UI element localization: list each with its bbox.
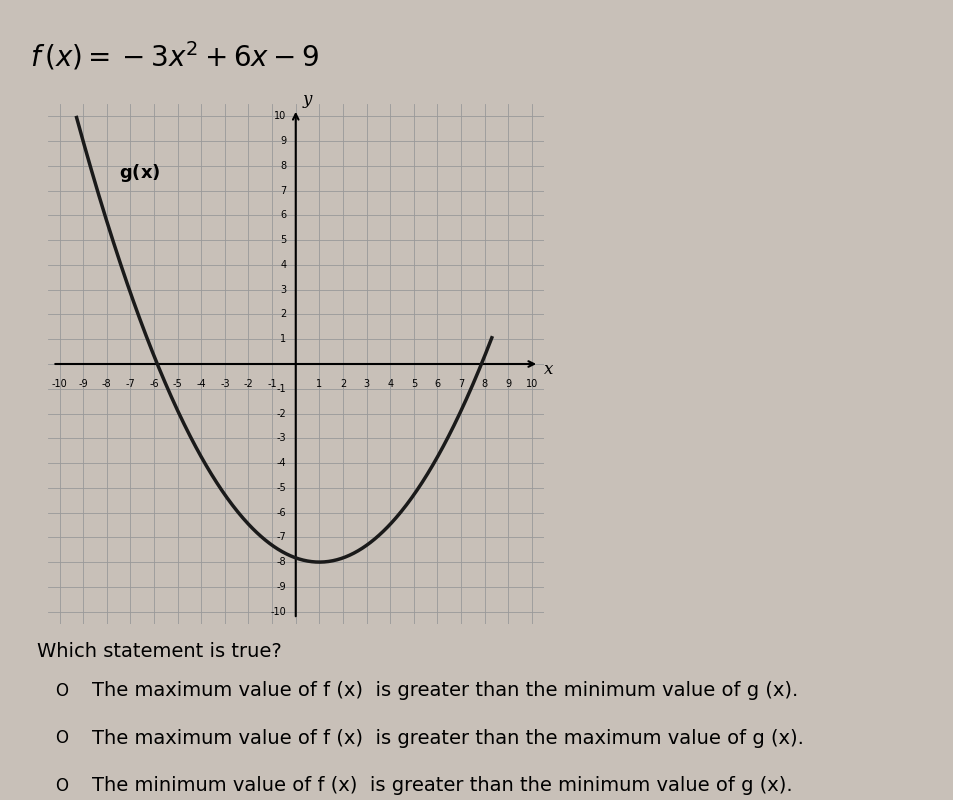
Text: 9: 9	[505, 379, 511, 389]
Text: -5: -5	[276, 483, 286, 493]
Text: 5: 5	[411, 379, 416, 389]
Text: -2: -2	[243, 379, 253, 389]
Text: -3: -3	[220, 379, 230, 389]
Text: 1: 1	[280, 334, 286, 344]
Text: -9: -9	[276, 582, 286, 592]
Text: -4: -4	[276, 458, 286, 468]
Text: -5: -5	[172, 379, 182, 389]
Text: -3: -3	[276, 434, 286, 443]
Text: -6: -6	[149, 379, 158, 389]
Text: 9: 9	[280, 136, 286, 146]
Text: The minimum value of f (x)  is greater than the minimum value of g (x).: The minimum value of f (x) is greater th…	[91, 777, 791, 795]
Text: The maximum value of f (x)  is greater than the minimum value of g (x).: The maximum value of f (x) is greater th…	[91, 682, 797, 700]
Text: -10: -10	[271, 606, 286, 617]
Text: 3: 3	[363, 379, 369, 389]
Text: 4: 4	[280, 260, 286, 270]
Text: -6: -6	[276, 507, 286, 518]
Text: 6: 6	[434, 379, 440, 389]
Text: 1: 1	[316, 379, 322, 389]
Text: O: O	[55, 682, 69, 700]
Text: -8: -8	[102, 379, 112, 389]
Text: 7: 7	[280, 186, 286, 196]
Text: $f\,(x)=-3x^2+6x-9$: $f\,(x)=-3x^2+6x-9$	[30, 39, 318, 73]
Text: 10: 10	[274, 111, 286, 122]
Text: 3: 3	[280, 285, 286, 294]
Text: -7: -7	[126, 379, 135, 389]
Text: O: O	[55, 730, 69, 747]
Text: 2: 2	[280, 310, 286, 319]
Text: O: O	[55, 777, 69, 795]
Text: 7: 7	[457, 379, 464, 389]
Text: -9: -9	[78, 379, 88, 389]
Text: 8: 8	[280, 161, 286, 171]
Text: -8: -8	[276, 557, 286, 567]
Text: 2: 2	[339, 379, 346, 389]
Text: 5: 5	[280, 235, 286, 245]
Text: -4: -4	[196, 379, 206, 389]
Text: -1: -1	[267, 379, 276, 389]
Text: 6: 6	[280, 210, 286, 221]
Text: -2: -2	[276, 409, 286, 418]
Text: -7: -7	[276, 532, 286, 542]
Text: 8: 8	[481, 379, 487, 389]
Text: -10: -10	[51, 379, 68, 389]
Text: 10: 10	[525, 379, 537, 389]
Text: $\mathbf{g(x)}$: $\mathbf{g(x)}$	[118, 162, 160, 184]
Text: -1: -1	[276, 384, 286, 394]
Text: y: y	[302, 91, 312, 108]
Text: 4: 4	[387, 379, 393, 389]
Text: x: x	[543, 361, 553, 378]
Text: The maximum value of f (x)  is greater than the maximum value of g (x).: The maximum value of f (x) is greater th…	[91, 729, 802, 748]
Text: Which statement is true?: Which statement is true?	[37, 642, 282, 661]
